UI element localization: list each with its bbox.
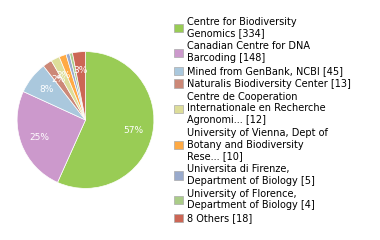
Legend: Centre for Biodiversity
Genomics [334], Canadian Centre for DNA
Barcoding [148],: Centre for Biodiversity Genomics [334], … — [172, 15, 353, 225]
Wedge shape — [73, 52, 86, 120]
Text: 2%: 2% — [51, 75, 65, 84]
Wedge shape — [59, 54, 86, 120]
Wedge shape — [23, 66, 86, 120]
Wedge shape — [17, 91, 85, 182]
Text: 25%: 25% — [29, 133, 49, 142]
Wedge shape — [51, 57, 86, 120]
Wedge shape — [43, 61, 86, 120]
Wedge shape — [70, 53, 86, 120]
Wedge shape — [57, 52, 154, 188]
Wedge shape — [66, 54, 86, 120]
Text: 3%: 3% — [74, 66, 88, 75]
Text: 57%: 57% — [124, 126, 144, 135]
Text: 8%: 8% — [40, 85, 54, 94]
Text: 2%: 2% — [57, 71, 71, 80]
